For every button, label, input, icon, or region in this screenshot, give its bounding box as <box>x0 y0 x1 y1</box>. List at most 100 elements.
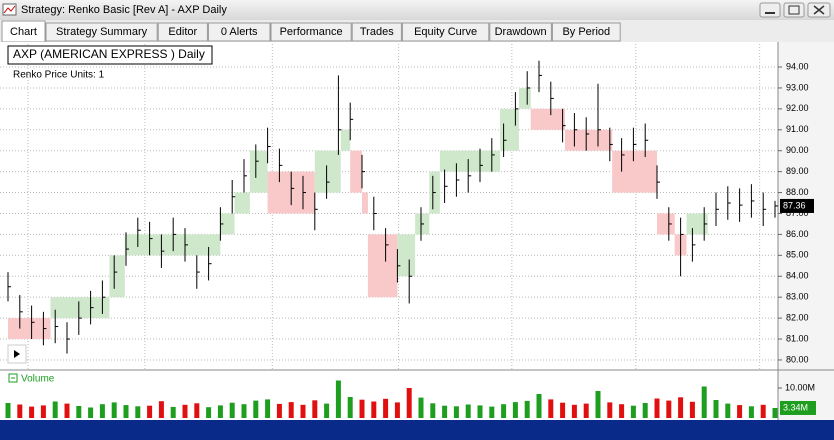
renko-brick <box>518 87 531 109</box>
y-tick-label: 89.00 <box>786 166 809 176</box>
renko-brick <box>500 108 519 151</box>
renko-brick <box>124 234 221 256</box>
volume-bar <box>359 399 365 418</box>
volume-bar <box>666 400 672 418</box>
volume-bar <box>276 403 282 418</box>
volume-bar <box>548 399 554 418</box>
volume-bar <box>595 391 601 418</box>
maximize-button[interactable] <box>783 2 805 18</box>
volume-tick-label: 10.00M <box>785 382 815 392</box>
volume-bar <box>772 407 778 418</box>
tab[interactable] <box>45 22 158 42</box>
volume-bar <box>607 402 613 418</box>
tab[interactable] <box>489 22 552 42</box>
volume-bar <box>123 405 129 418</box>
volume-bar <box>217 405 223 418</box>
tabs: Chart Strategy Summary Editor 0 Alerts Perfo… <box>1 20 621 43</box>
volume-label: Volume <box>21 374 55 385</box>
renko-brick <box>362 192 368 214</box>
y-tick-label: 88.00 <box>786 187 809 197</box>
volume-bar <box>501 404 507 418</box>
volume-bar <box>206 407 212 418</box>
volume-bar <box>241 404 247 418</box>
volume-bar <box>453 406 459 418</box>
renko-brick <box>686 213 708 235</box>
last-volume-box <box>780 400 816 415</box>
volume-bar <box>17 404 23 418</box>
renko-brick <box>612 150 657 193</box>
volume-bar <box>642 403 648 418</box>
volume-bar <box>760 404 766 418</box>
title-bar <box>0 0 834 20</box>
volume-bar <box>52 401 58 418</box>
renko-brick <box>50 297 110 319</box>
last-price-label: 87.36 <box>783 200 806 210</box>
volume-bar <box>430 403 436 418</box>
tab[interactable] <box>351 22 402 42</box>
volume-bar <box>347 397 353 418</box>
tab-label[interactable]: 0 Alerts <box>221 26 258 38</box>
volume-bar <box>158 401 164 418</box>
close-icon <box>813 5 825 15</box>
volume-bar <box>111 402 117 418</box>
volume-bar <box>253 400 259 418</box>
y-tick-label: 93.00 <box>786 82 809 92</box>
play-icon <box>14 350 20 358</box>
renko-brick <box>350 150 362 193</box>
renko-brick <box>657 213 675 235</box>
volume-bar <box>383 398 389 418</box>
tab-label[interactable]: Editor <box>168 26 197 38</box>
y-tick-label: 92.00 <box>786 103 809 113</box>
tab[interactable] <box>270 22 352 42</box>
window-buttons <box>759 2 831 18</box>
renko-brick <box>439 150 501 172</box>
time-axis <box>0 420 834 440</box>
y-tick-label: 94.00 <box>786 61 809 71</box>
y-tick-label: 82.00 <box>786 312 809 322</box>
tab-label[interactable]: Performance <box>280 26 343 38</box>
volume-bar <box>748 406 754 418</box>
volume-bar <box>182 404 188 418</box>
renko-label: Renko Price Units: 1 <box>13 70 105 81</box>
volume-panel <box>5 380 778 418</box>
tab[interactable] <box>207 22 271 42</box>
window-title: Strategy: Renko Basic [Rev A] - AXP Dail… <box>21 4 227 16</box>
tab-label[interactable]: By Period <box>562 26 610 38</box>
renko-brick <box>397 234 416 277</box>
volume-bar <box>713 400 719 418</box>
tab[interactable] <box>401 22 490 42</box>
plot <box>0 44 778 370</box>
maximize-icon <box>788 5 800 15</box>
tab-label[interactable]: Chart <box>10 26 37 38</box>
renko-brick <box>109 255 125 298</box>
volume-bar <box>40 405 46 418</box>
renko-brick <box>249 150 268 193</box>
volume-bar <box>512 402 518 418</box>
volume-bar <box>560 402 566 418</box>
y-tick-label: 81.00 <box>786 333 809 343</box>
tab-label[interactable]: Equity Curve <box>414 26 477 38</box>
y-tick-label: 86.00 <box>786 229 809 239</box>
tab-label[interactable]: Drawdown <box>495 26 547 38</box>
tab[interactable] <box>157 22 208 42</box>
volume-bar <box>135 406 141 418</box>
volume-bar <box>300 404 306 418</box>
volume-bar <box>678 397 684 418</box>
volume-bar <box>64 403 70 418</box>
volume-bar <box>418 397 424 418</box>
renko-brick <box>530 108 565 130</box>
volume-bar <box>536 394 542 418</box>
minimize-button[interactable] <box>759 2 781 18</box>
tab-label[interactable]: Strategy Summary <box>56 26 148 38</box>
volume-bar <box>194 403 200 418</box>
volume-bar <box>288 402 294 418</box>
last-price-box <box>780 198 814 213</box>
symbol-label: AXP (AMERICAN EXPRESS ) Daily <box>13 47 205 61</box>
volume-bar <box>619 404 625 418</box>
tab[interactable] <box>551 22 621 42</box>
volume-bar <box>630 405 636 418</box>
tab-label[interactable]: Trades <box>360 26 394 38</box>
volume-bar <box>99 404 105 418</box>
volume-bar <box>29 406 35 418</box>
volume-bar <box>442 405 448 418</box>
